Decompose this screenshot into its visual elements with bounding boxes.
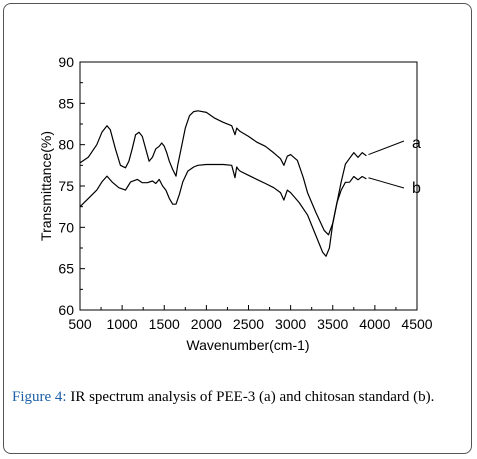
y-tick-label: 60: [58, 302, 74, 318]
ir-spectrum-chart: 500 1000 1500 2000 2500 3000 3500 4000 4500 60 65 7…: [38, 54, 433, 353]
axis-ticks: [79, 61, 418, 311]
axis-tick-labels: 500 1000 1500 2000 2500 3000 3500 4000 4500 60 65 7…: [58, 54, 432, 332]
series-a-leader-line: [368, 140, 405, 156]
caption-text: IR spectrum analysis of PEE-3 (a) and ch…: [66, 389, 435, 405]
figure-frame: [3, 3, 472, 454]
x-tick-label: 3000: [275, 316, 306, 332]
x-tick-label: 4500: [401, 316, 432, 332]
y-tick-label: 65: [58, 261, 74, 277]
y-tick-label: 75: [58, 178, 74, 194]
series-b-line: [79, 163, 367, 257]
y-tick-label: 70: [58, 219, 74, 235]
x-tick-label: 1500: [149, 316, 180, 332]
x-tick-label: 1000: [107, 316, 138, 332]
x-tick-label: 4000: [359, 316, 390, 332]
y-tick-label: 85: [58, 95, 74, 111]
x-tick-label: 2000: [191, 316, 222, 332]
figure-label: Figure 4:: [12, 389, 67, 405]
y-axis-title: Transmittance(%): [38, 131, 54, 241]
series-a-line: [79, 110, 367, 236]
series-b-label: b: [412, 180, 421, 197]
curve-labels: ab: [368, 135, 421, 197]
y-tick-label: 90: [58, 54, 74, 70]
spectrum-curves: [79, 110, 367, 257]
series-b-leader-line: [368, 177, 405, 189]
x-tick-label: 3500: [317, 316, 348, 332]
figure-caption: Figure 4: IR spectrum analysis of PEE-3 …: [12, 387, 464, 407]
plot-area-border: [79, 61, 418, 311]
x-tick-label: 2500: [233, 316, 264, 332]
x-tick-label: 500: [68, 316, 92, 332]
y-tick-label: 80: [58, 137, 74, 153]
x-axis-title: Wavenumber(cm-1): [186, 337, 309, 353]
series-a-label: a: [412, 135, 421, 152]
